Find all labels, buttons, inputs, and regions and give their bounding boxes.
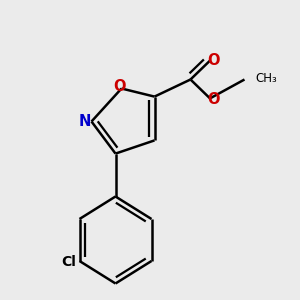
Text: O: O [207, 92, 220, 107]
Text: CH₃: CH₃ [255, 71, 277, 85]
Text: O: O [207, 53, 220, 68]
Text: O: O [114, 79, 126, 94]
Text: Cl: Cl [61, 256, 76, 269]
Text: N: N [79, 114, 91, 129]
